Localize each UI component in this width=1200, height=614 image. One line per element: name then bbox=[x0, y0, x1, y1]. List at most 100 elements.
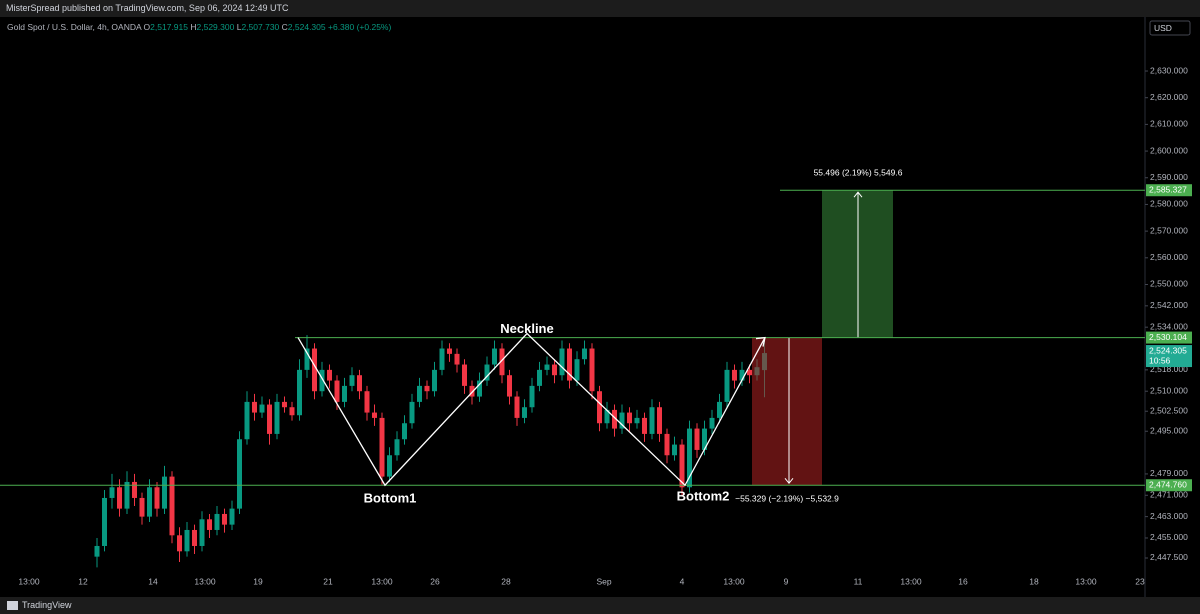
candle-body bbox=[94, 545, 100, 557]
candle-body bbox=[124, 481, 130, 509]
x-tick-label: 11 bbox=[854, 576, 863, 586]
footer-bar: TradingView bbox=[0, 597, 1200, 614]
candle-body bbox=[649, 407, 655, 434]
target-arrowhead bbox=[853, 191, 863, 198]
candle-body bbox=[702, 428, 707, 450]
x-tick-label: 13:00 bbox=[18, 576, 40, 586]
x-tick-label: 23 bbox=[1135, 576, 1145, 586]
candle-body bbox=[499, 348, 505, 376]
y-tick-label: 2,620.000 bbox=[1150, 92, 1188, 102]
publish-bar: MisterSpread published on TradingView.co… bbox=[0, 0, 1200, 17]
candle-body bbox=[364, 391, 370, 413]
logo bbox=[7, 601, 18, 610]
y-tick-label: 2,471.000 bbox=[1150, 490, 1188, 500]
candle-body bbox=[522, 407, 527, 418]
y-tick-label: 2,560.000 bbox=[1150, 252, 1188, 262]
candle-body bbox=[289, 407, 295, 416]
pattern-line bbox=[297, 332, 766, 487]
candle-body bbox=[507, 375, 512, 397]
candle-body bbox=[612, 409, 617, 429]
ohlc-key: L bbox=[236, 22, 242, 32]
x-tick-label: 13:00 bbox=[1075, 576, 1097, 586]
candle-body bbox=[484, 364, 490, 381]
candle-body bbox=[687, 428, 692, 488]
symbol-title: Gold Spot / U.S. Dollar, 4h, OANDA bbox=[7, 22, 142, 32]
currency: USD bbox=[1154, 23, 1172, 33]
candle-body bbox=[282, 401, 287, 408]
candle-body bbox=[709, 417, 715, 429]
candle-body bbox=[132, 481, 137, 498]
candle-body bbox=[139, 497, 145, 517]
brand: TradingView bbox=[22, 600, 72, 610]
ohlc-key: O bbox=[143, 22, 151, 32]
annotation: Neckline bbox=[500, 321, 553, 336]
candle-body bbox=[207, 519, 212, 530]
level-label: 2,585.327 bbox=[1149, 184, 1187, 194]
last-price: 2,524.305 bbox=[1149, 345, 1187, 355]
y-tick-label: 2,570.000 bbox=[1150, 225, 1188, 235]
candle-body bbox=[312, 348, 317, 392]
candle-body bbox=[162, 476, 167, 509]
candle-body bbox=[477, 380, 482, 397]
level-label: 2,474.760 bbox=[1149, 480, 1187, 490]
x-tick-label: 28 bbox=[501, 576, 511, 586]
stop-zone bbox=[752, 337, 822, 486]
candle-body bbox=[597, 391, 602, 424]
candle-body bbox=[657, 407, 662, 434]
y-tick-label: 2,610.000 bbox=[1150, 119, 1188, 129]
x-tick-label: 26 bbox=[430, 576, 440, 586]
y-tick-label: 2,550.000 bbox=[1150, 279, 1188, 289]
candle-body bbox=[589, 348, 595, 392]
candle-body bbox=[439, 348, 445, 370]
candle-body bbox=[447, 348, 452, 354]
candle-body bbox=[319, 369, 325, 392]
candle-body bbox=[357, 375, 362, 392]
candle-body bbox=[567, 348, 572, 381]
candle-body bbox=[244, 401, 250, 440]
countdown: 10:56 bbox=[1149, 355, 1171, 365]
ohlc-key: C bbox=[281, 22, 288, 32]
x-tick-label: 21 bbox=[323, 576, 333, 586]
x-tick-label: 18 bbox=[1029, 576, 1039, 586]
candle-body bbox=[184, 529, 190, 552]
candle-body bbox=[634, 417, 640, 424]
candle-body bbox=[559, 348, 565, 376]
candle-body bbox=[747, 369, 752, 376]
candle-body bbox=[679, 444, 685, 488]
candle-body bbox=[117, 487, 122, 509]
y-tick-label: 2,495.000 bbox=[1150, 425, 1188, 435]
candle-body bbox=[342, 385, 347, 402]
candle-body bbox=[552, 364, 557, 376]
x-tick-label: 13:00 bbox=[900, 576, 922, 586]
candle-body bbox=[267, 404, 272, 434]
candle-body bbox=[237, 439, 242, 509]
annotation: Bottom1 bbox=[364, 491, 417, 506]
candle-body bbox=[379, 417, 385, 477]
candle-body bbox=[717, 401, 722, 418]
candle-body bbox=[514, 396, 520, 418]
candle-body bbox=[304, 348, 310, 370]
candle-body bbox=[672, 444, 677, 456]
ohlc-value: 2,507.730 bbox=[241, 22, 280, 32]
candle-body bbox=[739, 369, 745, 381]
candle-body bbox=[694, 428, 700, 450]
level-badge bbox=[1146, 479, 1192, 492]
ohlc-value: 2,517.915 bbox=[150, 22, 188, 32]
level-badge bbox=[1146, 184, 1192, 197]
candle-body bbox=[424, 385, 430, 392]
candle-body bbox=[724, 369, 730, 402]
candle-body bbox=[664, 433, 670, 456]
candle-body bbox=[732, 369, 737, 381]
y-tick-label: 2,479.000 bbox=[1150, 468, 1188, 478]
y-tick-label: 2,542.000 bbox=[1150, 300, 1188, 310]
y-tick-label: 2,580.000 bbox=[1150, 199, 1188, 209]
stop-arrowhead bbox=[784, 477, 794, 485]
candle-body bbox=[147, 487, 152, 517]
pattern-arrowhead bbox=[755, 336, 766, 347]
candle-body bbox=[297, 369, 302, 416]
candle-body bbox=[619, 412, 625, 429]
candle-body bbox=[177, 535, 182, 552]
stop-label: −55.329 (−2.19%) −5,532.9 bbox=[735, 494, 839, 504]
candle-body bbox=[574, 359, 580, 381]
